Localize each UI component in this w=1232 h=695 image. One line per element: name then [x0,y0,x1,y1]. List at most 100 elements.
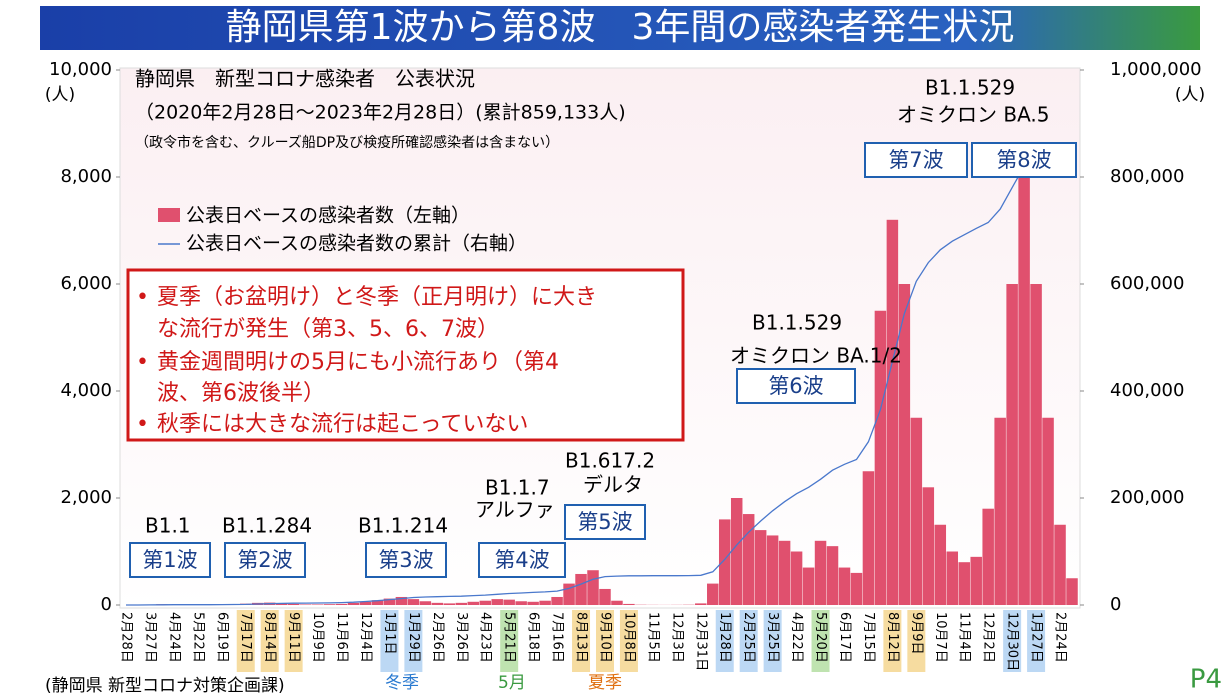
y-tick-label: 0 [101,594,112,615]
x-tick-label: 2月24日 [1053,612,1068,663]
bar [515,601,527,605]
bar [575,573,587,605]
x-tick-label: 12月31日 [693,612,708,671]
x-tick-label: 7月15日 [861,612,876,663]
bar [419,601,432,605]
wave-box [971,142,1077,178]
bullet: • [136,285,149,310]
y2-tick-label: 1,000,000 [1110,59,1202,80]
bar [826,546,839,605]
variant-label: B1.617.2 [565,449,655,473]
x-tick-label: 8月13日 [574,612,589,663]
season-highlight [619,610,638,672]
wave-box [478,542,566,578]
y2-tick-label: 600,000 [1110,273,1184,294]
x-tick-label: 7月16日 [550,612,565,663]
variant-label: B1.1.529 [752,311,842,335]
bar [946,551,959,605]
bar [802,567,815,605]
x-tick-label: 7月17日 [238,612,253,663]
season-highlight [572,610,591,672]
season-label: 夏季 [588,673,622,693]
bar [527,601,539,605]
bar [886,219,899,606]
bar [371,600,384,605]
x-tick-label: 12月4日 [358,612,373,663]
bar [970,556,982,605]
y-tick-label: 2,000 [60,487,112,508]
bar [335,603,348,605]
wave-box [129,542,211,578]
x-tick-label: 9月9日 [909,612,924,655]
bar [695,603,707,605]
bar [395,596,408,605]
bar [1018,150,1030,605]
x-tick-label: 6月17日 [837,612,852,663]
bar [922,487,935,605]
bar [958,562,970,605]
wave-label: 第4波 [494,548,549,572]
season-highlight [907,610,926,672]
y-unit: (人) [45,85,75,105]
variant-label: デルタ [583,473,643,497]
x-tick-label: 2月25日 [741,612,756,663]
x-tick-label: 9月10日 [597,612,612,663]
note: 波、第6波後半） [157,381,325,406]
bar [766,535,779,605]
bar [347,602,360,605]
bar [707,583,719,605]
y2-tick-label: 400,000 [1110,380,1184,401]
bar [275,603,288,605]
note: 夏季（お盆明け）と冬季（正月明け）に大き [157,285,597,310]
season-highlight [811,610,830,672]
bar [730,498,743,605]
bar [982,508,994,605]
season-highlight [1027,610,1046,672]
source: (静岡県 新型コロナ対策企画課) [45,676,285,695]
bar [718,519,731,605]
bar [407,599,420,605]
bar [539,600,551,605]
note: 秋季には大きな流行は起こっていない [157,412,528,437]
bar [383,598,396,605]
wave-label: 第6波 [768,374,823,398]
x-tick-label: 10月8日 [621,612,636,663]
note-box [126,268,685,442]
wave-label: 第1波 [142,548,197,572]
bar [994,417,1006,605]
x-tick-label: 3月27日 [142,612,157,663]
wave-label: 第8波 [996,148,1051,172]
y-tick-label: 8,000 [60,166,112,187]
season-highlight [284,610,303,672]
bar [287,603,300,605]
season-highlight [1003,610,1022,672]
bar [874,310,887,605]
season-highlight [739,610,758,672]
season-highlight [500,610,519,672]
x-tick-label: 10月7日 [933,612,948,663]
wave-label: 第5波 [577,510,632,534]
header: （2020年2月28日～2023年2月28日）(累計859,133人) [135,102,626,124]
x-tick-label: 4月23日 [478,612,493,663]
wave-box [224,542,306,578]
bar [1054,524,1066,605]
bar [898,284,911,605]
season-label: 冬季 [385,673,419,693]
legend-label: 公表日ベースの感染者数の累計（右軸） [186,233,527,255]
x-tick-label: 11月5日 [645,612,660,663]
bar [623,603,635,605]
y2-tick-label: 0 [1110,594,1121,615]
wave-label: 第3波 [378,548,433,572]
y2-tick-label: 800,000 [1110,166,1184,187]
bar [910,417,923,605]
bullet: • [136,412,149,437]
x-tick-label: 5月22日 [190,612,205,663]
season-highlight [883,610,902,672]
variant-label: B1.1.529 [925,76,1015,100]
x-tick-label: 11月4日 [957,612,972,663]
bar [1066,578,1078,605]
chart-title: 静岡県第1波から第8波 3年間の感染者発生状況 [226,7,1015,48]
bar [299,604,312,605]
x-tick-label: 1月27日 [1029,612,1044,663]
